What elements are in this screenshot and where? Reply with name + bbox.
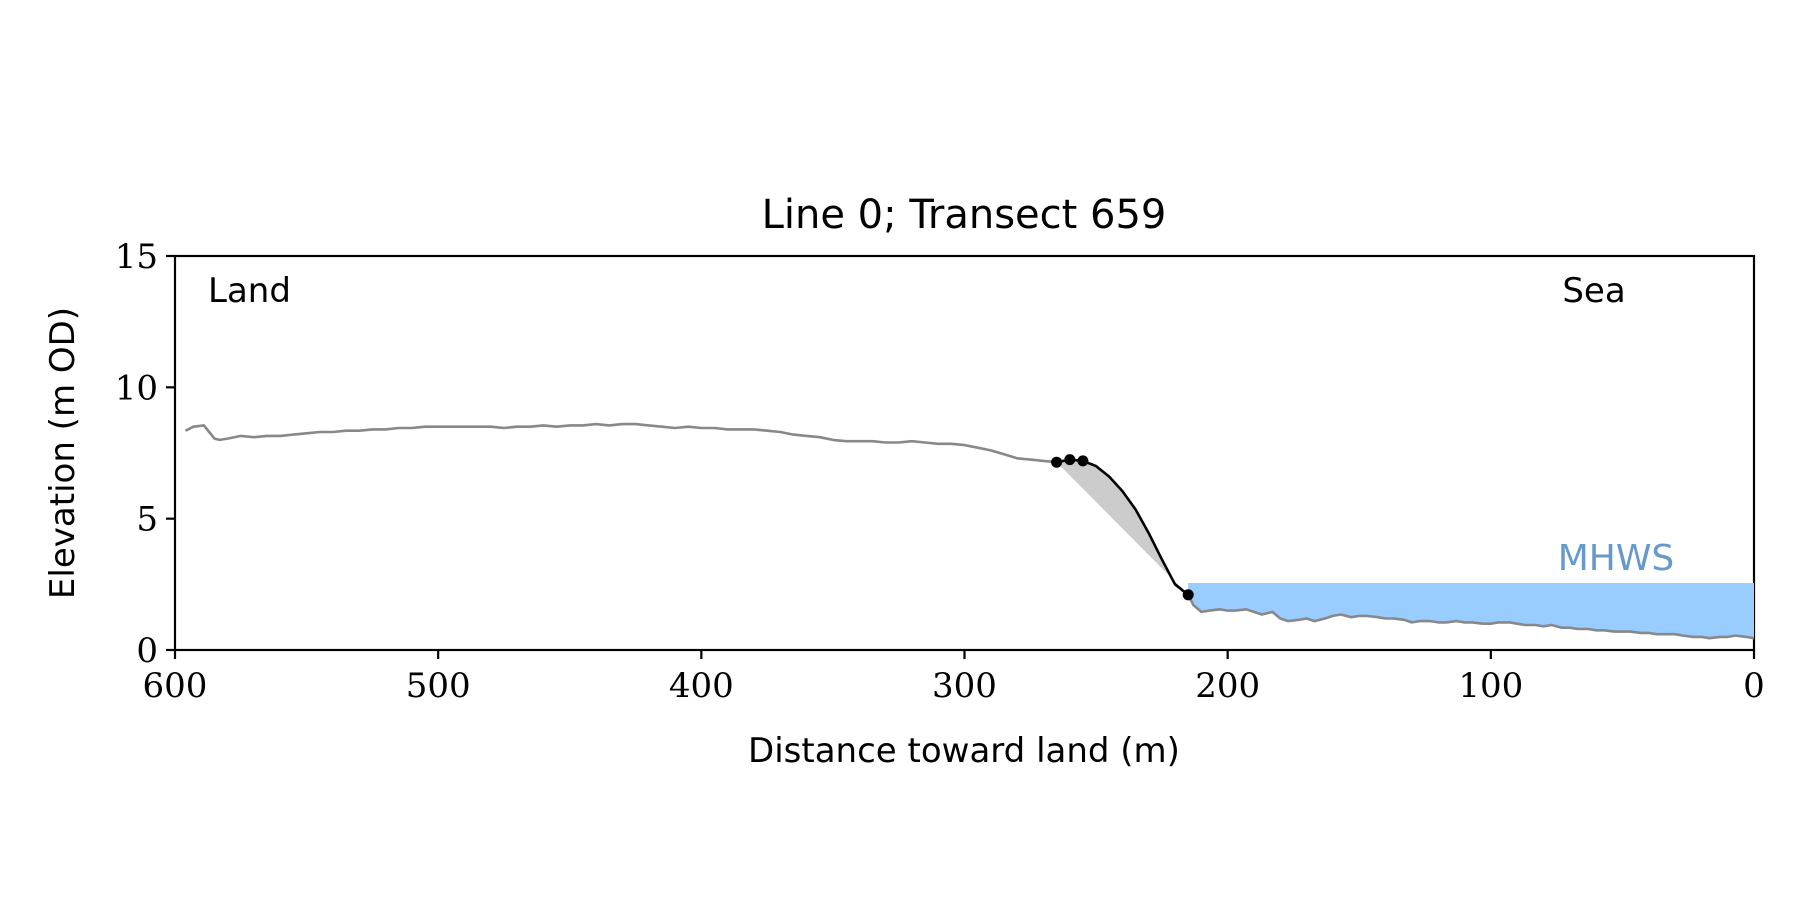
x-tick-label: 600 (143, 666, 208, 706)
x-tick-label: 300 (932, 666, 997, 706)
sea-annotation: Sea (1562, 271, 1625, 311)
chart-title: Line 0; Transect 659 (762, 192, 1167, 238)
x-axis-label: Distance toward land (m) (748, 731, 1180, 771)
axes-layer: 600 500 400 300 200 100 0 0 5 10 15 (115, 237, 1765, 706)
x-tick-label: 0 (1743, 666, 1765, 706)
cliff-point (1182, 589, 1194, 601)
cliff-point (1051, 456, 1063, 468)
profile-line-land (184, 422, 1057, 464)
x-tick-label: 200 (1195, 666, 1260, 706)
cliff-shade (1056, 459, 1189, 595)
y-tick-label: 5 (136, 500, 158, 540)
y-axis-label: Elevation (m OD) (43, 307, 83, 599)
y-tick-label: 10 (115, 368, 158, 408)
water-area (1188, 583, 1754, 639)
cliff-point (1064, 454, 1076, 466)
profile-line-sea (1187, 594, 1755, 640)
y-tick-label: 0 (136, 631, 158, 671)
x-tick-label: 400 (669, 666, 734, 706)
x-tick-label: 500 (406, 666, 471, 706)
cliff-point (1077, 455, 1089, 467)
data-layer (184, 422, 1755, 640)
mhws-label: MHWS (1558, 538, 1675, 579)
x-tick-label: 100 (1458, 666, 1523, 706)
land-annotation: Land (208, 271, 291, 311)
y-tick-label: 15 (115, 237, 158, 277)
